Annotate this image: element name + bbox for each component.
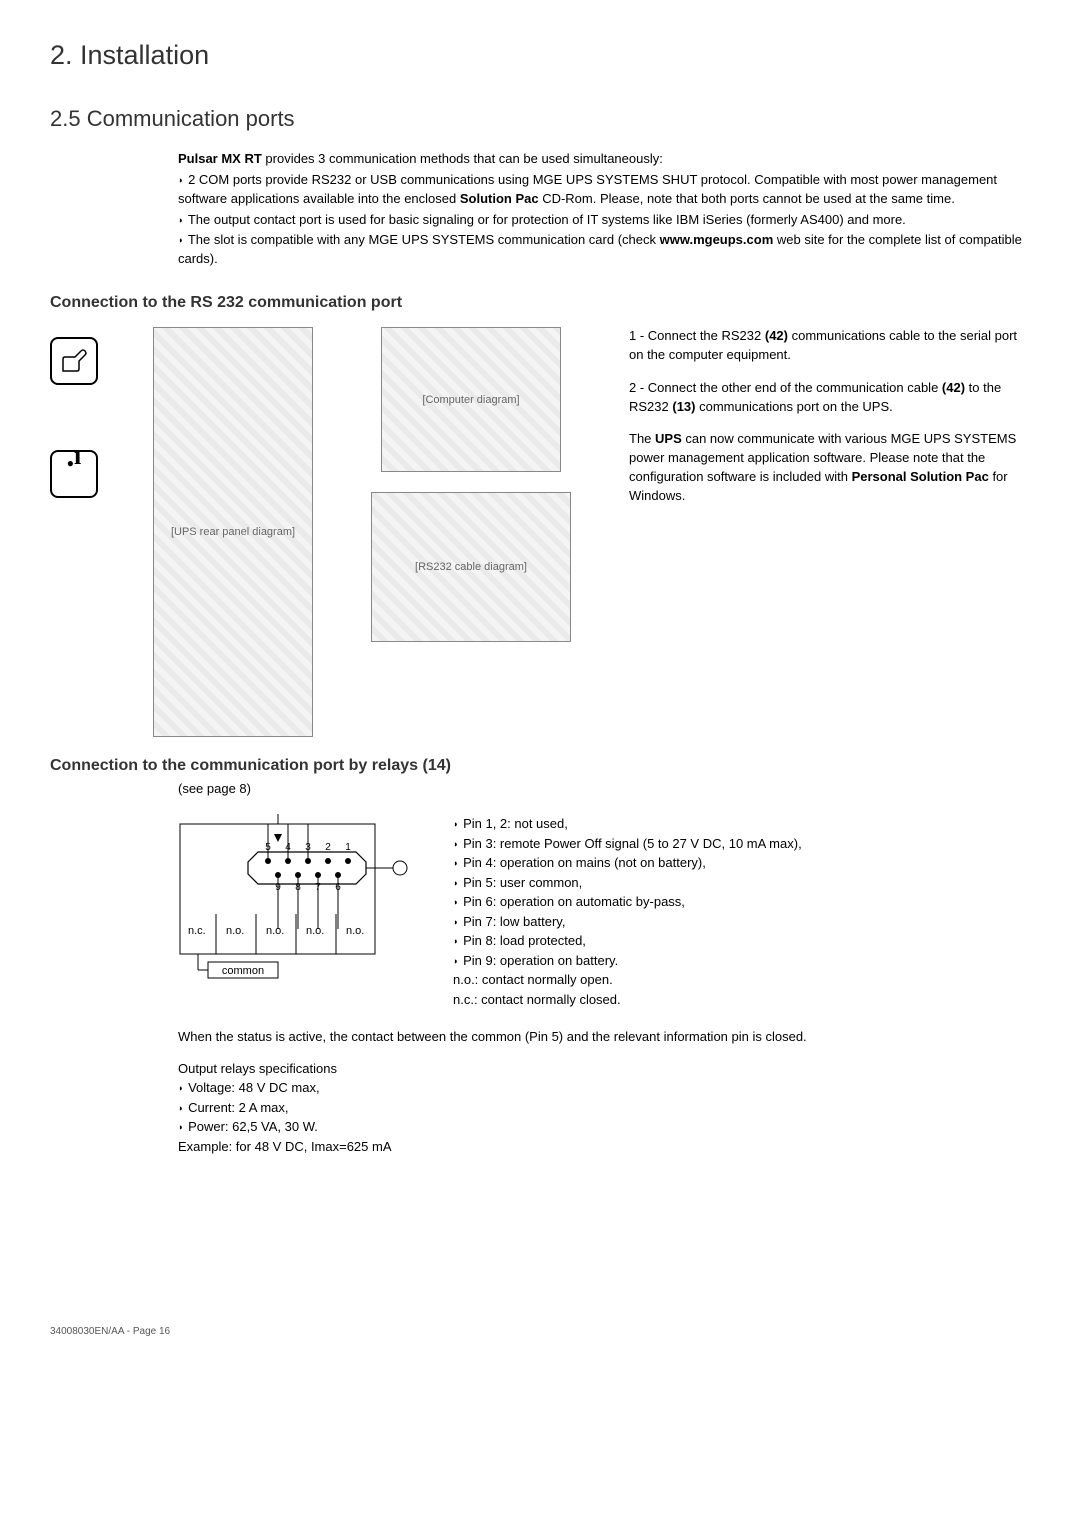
svg-text:n.o.: n.o.	[306, 925, 324, 937]
svg-text:1: 1	[345, 842, 351, 853]
intro-line-3: ◗ The output contact port is used for ba…	[178, 211, 1030, 230]
pin-1-2: ◗ Pin 1, 2: not used,	[453, 814, 802, 834]
instruction-steps: 1 - Connect the RS232 (42) communication…	[629, 327, 1030, 520]
hand-point-icon	[50, 337, 98, 385]
svg-text:n.o.: n.o.	[266, 925, 284, 937]
pin-9: ◗ Pin 9: operation on battery.	[453, 951, 802, 971]
pin-3: ◗ Pin 3: remote Power Off signal (5 to 2…	[453, 834, 802, 854]
pin-7: ◗ Pin 7: low battery,	[453, 912, 802, 932]
pin-4: ◗ Pin 4: operation on mains (not on batt…	[453, 853, 802, 873]
svg-text:2: 2	[325, 842, 331, 853]
step-2: 2 - Connect the other end of the communi…	[629, 379, 1030, 417]
closing-status-note: When the status is active, the contact b…	[178, 1027, 1030, 1047]
svg-text:common: common	[222, 965, 264, 977]
relay-current: ◗ Current: 2 A max,	[178, 1098, 1030, 1118]
page-footer: 34008030EN/AA - Page 16	[50, 1326, 1030, 1337]
intro-line-1: Pulsar MX RT provides 3 communication me…	[178, 150, 1030, 169]
subsection-rs232-title: Connection to the RS 232 communication p…	[50, 294, 1030, 312]
svg-text:n.c.: n.c.	[188, 925, 206, 937]
step-1: 1 - Connect the RS232 (42) communication…	[629, 327, 1030, 365]
svg-text:n.o.: n.o.	[226, 925, 244, 937]
pin-connector-diagram: 5 4 3 2 1 9 8 7 6	[178, 814, 413, 989]
relay-example: Example: for 48 V DC, Imax=625 mA	[178, 1137, 1030, 1157]
closing-block: When the status is active, the contact b…	[178, 1027, 1030, 1156]
page-title: 2. Installation	[50, 40, 1030, 71]
ups-rear-panel-figure: [UPS rear panel diagram]	[153, 327, 313, 737]
product-name: Pulsar MX RT	[178, 151, 262, 166]
section-title: 2.5 Communication ports	[50, 106, 1030, 132]
see-page-ref: (see page 8)	[178, 781, 1030, 796]
subsection-relays-title: Connection to the communication port by …	[50, 757, 1030, 775]
intro-line-2: ◗ 2 COM ports provide RS232 or USB commu…	[178, 171, 1030, 209]
info-icon: ●ı	[50, 450, 98, 498]
intro-line-4: ◗ The slot is compatible with any MGE UP…	[178, 231, 1030, 269]
nc-def: n.c.: contact normally closed.	[453, 990, 802, 1010]
center-figure-column: [Computer diagram] [RS232 cable diagram]	[341, 327, 601, 642]
pin-8: ◗ Pin 8: load protected,	[453, 931, 802, 951]
computer-figure: [Computer diagram]	[381, 327, 561, 472]
step-3: The UPS can now communicate with various…	[629, 430, 1030, 505]
pin-6: ◗ Pin 6: operation on automatic by-pass,	[453, 892, 802, 912]
pin-5: ◗ Pin 5: user common,	[453, 873, 802, 893]
relay-power: ◗ Power: 62,5 VA, 30 W.	[178, 1117, 1030, 1137]
sidebar-icons: ●ı	[50, 327, 125, 498]
intro-block: Pulsar MX RT provides 3 communication me…	[178, 150, 1030, 269]
no-def: n.o.: contact normally open.	[453, 970, 802, 990]
relay-spec-title: Output relays specifications	[178, 1059, 1030, 1079]
pin-definitions: ◗ Pin 1, 2: not used, ◗ Pin 3: remote Po…	[453, 814, 802, 1009]
relay-voltage: ◗ Voltage: 48 V DC max,	[178, 1078, 1030, 1098]
cable-figure: [RS232 cable diagram]	[371, 492, 571, 642]
svg-text:n.o.: n.o.	[346, 925, 364, 937]
